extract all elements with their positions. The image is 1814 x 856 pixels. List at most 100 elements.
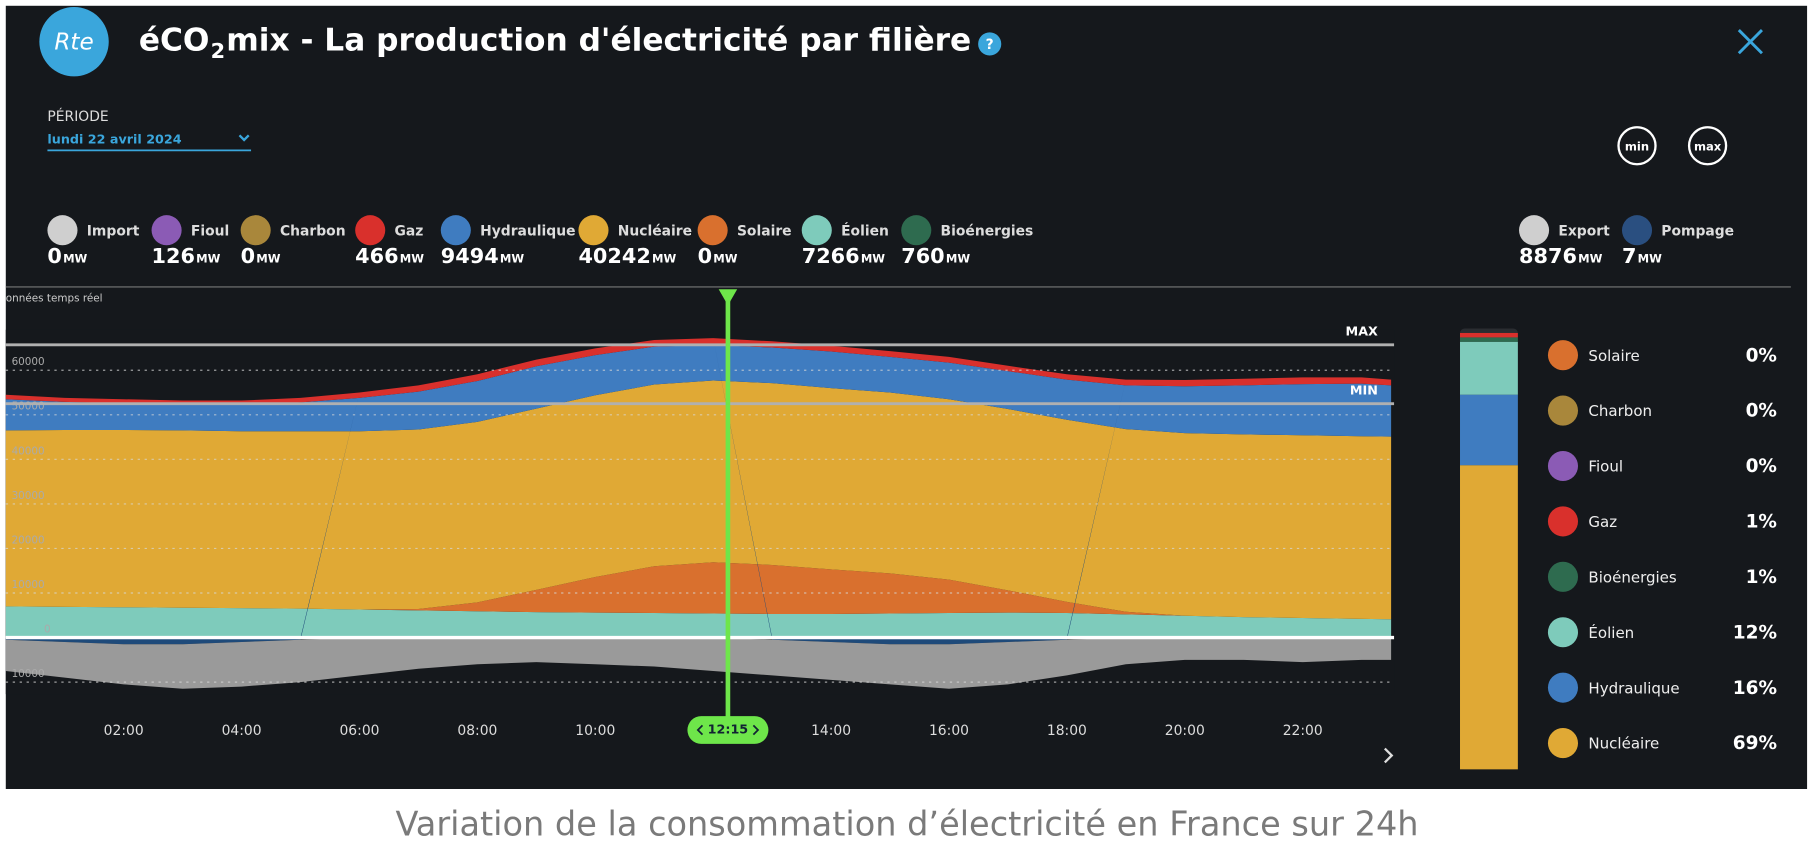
legend-name: Éolien: [1588, 623, 1634, 642]
x-tick-label: 14:00: [811, 723, 851, 739]
max-button[interactable]: [1687, 126, 1728, 166]
x-tick-label: 02:00: [104, 723, 144, 739]
y-tick-label: 40000: [12, 445, 45, 457]
source-icon: [355, 215, 386, 246]
source-icon: [440, 215, 471, 246]
source-name: Éolien: [841, 221, 889, 239]
chart-note: onnées temps réel: [6, 292, 103, 304]
dropdown-chevron[interactable]: [238, 134, 250, 142]
stacked-area: [5, 606, 1392, 638]
cursor-chevron: [696, 724, 704, 736]
y-tick-label: 30000: [12, 490, 45, 502]
source-unit: MW: [400, 252, 424, 266]
y-tick-label: 60000: [12, 356, 45, 368]
source-value: 9494: [441, 244, 499, 268]
close-button[interactable]: [1737, 29, 1763, 55]
cursor-chevron: [752, 724, 760, 736]
title: 2: [211, 39, 225, 63]
share-segment: [1460, 332, 1518, 338]
source-unit: MW: [1638, 252, 1662, 266]
source-name: Charbon: [280, 223, 346, 239]
source-value: 126: [152, 244, 195, 268]
x-tick-label: 20:00: [1165, 723, 1205, 739]
source-value: 7: [1622, 244, 1636, 268]
x-tick-label: 04:00: [222, 723, 262, 739]
legend-name: Hydraulique: [1588, 679, 1679, 697]
source-value: 0: [698, 244, 712, 268]
next-arrow[interactable]: [1383, 747, 1394, 764]
source-value: 0: [47, 244, 61, 268]
legend-name: Bioénergies: [1588, 568, 1677, 586]
source-value: 40242: [578, 244, 650, 268]
source-icon: [578, 215, 609, 246]
source-unit: MW: [196, 252, 220, 266]
stacked-area: [5, 562, 1392, 620]
share-segment: [1460, 394, 1518, 466]
legend-name: Solaire: [1588, 347, 1639, 365]
source-value: 7266: [802, 244, 860, 268]
share-segment: [1460, 465, 1518, 770]
source-icon: [240, 215, 271, 246]
stacked-area: [5, 380, 1392, 620]
source-unit: MW: [256, 252, 280, 266]
legend-name: Charbon: [1588, 402, 1652, 420]
source-icon: [901, 215, 932, 246]
legend-share: 16%: [1733, 678, 1777, 699]
share-segment: [1460, 341, 1518, 395]
source-value: 8876: [1519, 244, 1577, 268]
legend-icon: [1547, 395, 1579, 426]
source-name: Solaire: [737, 223, 792, 239]
help-icon[interactable]: [978, 32, 1002, 56]
legend-share: 69%: [1733, 733, 1777, 754]
help-text[interactable]: ?: [986, 37, 994, 53]
legend-icon: [1547, 561, 1579, 592]
period-date[interactable]: lundi 22 avril 2024: [47, 131, 181, 146]
legend-icon: [1547, 340, 1579, 371]
x-tick-label: 22:00: [1283, 723, 1323, 739]
title: mix - La production d'électricité par fi…: [226, 23, 971, 59]
y-tick-label: 10000: [12, 579, 45, 591]
source-unit: MW: [861, 252, 885, 266]
source-name: Export: [1558, 223, 1610, 239]
legend-name: Fioul: [1588, 458, 1623, 476]
source-name: Nucléaire: [618, 223, 692, 239]
source-value: 466: [355, 244, 398, 268]
x-tick-label: 06:00: [339, 723, 379, 739]
stacked-area: [5, 637, 1392, 689]
legend-share: 0%: [1746, 456, 1777, 477]
legend-icon: [1547, 617, 1579, 648]
source-value: 760: [901, 244, 944, 268]
y-tick-label: 10000: [12, 668, 45, 680]
legend-share: 0%: [1746, 345, 1777, 366]
legend-icon: [1547, 672, 1579, 703]
source-icon: [151, 215, 182, 246]
source-unit: MW: [713, 252, 737, 266]
source-name: Import: [87, 223, 140, 239]
logo-text: Rte: [54, 29, 93, 55]
legend-name: Gaz: [1588, 513, 1617, 531]
legend-share: 1%: [1746, 567, 1777, 588]
legend-share: 0%: [1746, 401, 1777, 422]
source-name: Pompage: [1661, 223, 1734, 239]
source-name: Hydraulique: [480, 223, 575, 239]
source-unit: MW: [500, 252, 524, 266]
y-tick-label: 20000: [12, 534, 45, 546]
source-icon: [801, 215, 832, 246]
x-tick-label: 08:00: [457, 723, 497, 739]
title: éCO: [139, 23, 210, 59]
y-tick-label: 0: [44, 623, 51, 635]
source-icon: [1621, 215, 1653, 246]
reference-label: MAX: [1346, 324, 1379, 339]
min-button-text[interactable]: min: [1625, 139, 1649, 153]
x-tick-label: 18:00: [1047, 723, 1087, 739]
legend-icon: [1547, 506, 1579, 537]
cursor-handle: [718, 289, 738, 306]
source-icon: [1519, 215, 1550, 246]
legend-share: 1%: [1746, 512, 1777, 533]
x-tick-label: 16:00: [929, 723, 969, 739]
min-button[interactable]: [1617, 126, 1657, 166]
max-button-text[interactable]: max: [1694, 139, 1722, 153]
period-label: PÉRIODE: [47, 107, 108, 125]
